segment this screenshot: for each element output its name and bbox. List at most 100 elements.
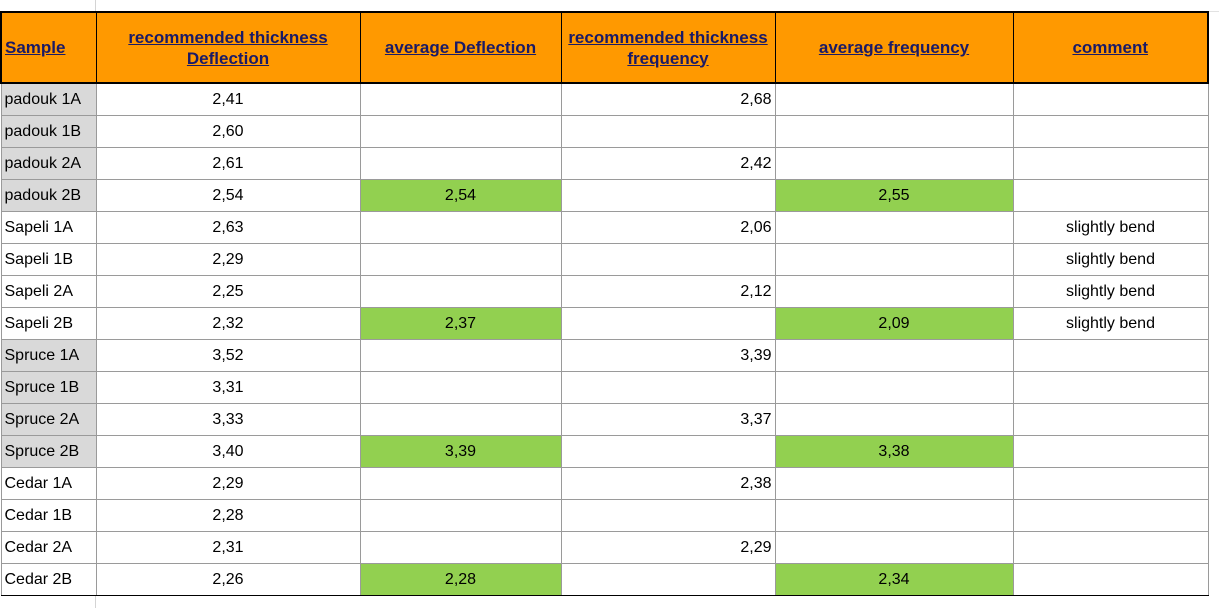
cell-sample[interactable]: Spruce 2B <box>0 435 97 468</box>
header-recommended-thickness-frequency[interactable]: recommended thickness frequency <box>560 11 776 84</box>
cell-sample[interactable]: Cedar 2B <box>0 563 97 597</box>
cell-average-deflection[interactable] <box>359 499 562 532</box>
cell-sample[interactable]: padouk 1A <box>0 82 97 116</box>
cell-recommended-thickness-deflection[interactable]: 2,29 <box>95 467 361 500</box>
cell-recommended-thickness-frequency[interactable] <box>560 115 776 148</box>
cell-average-deflection[interactable] <box>359 275 562 308</box>
cell-comment[interactable] <box>1012 403 1209 436</box>
cell-comment[interactable] <box>1012 179 1209 212</box>
cell-sample[interactable]: Spruce 2A <box>0 403 97 436</box>
cell-average-frequency[interactable] <box>774 499 1014 532</box>
header-recommended-thickness-deflection[interactable]: recommended thickness Deflection <box>95 11 361 84</box>
cell-average-frequency[interactable] <box>774 147 1014 180</box>
cell-recommended-thickness-deflection[interactable]: 2,54 <box>95 179 361 212</box>
cell-average-deflection[interactable] <box>359 403 562 436</box>
cell-comment[interactable]: slightly bend <box>1012 243 1209 276</box>
header-average-frequency[interactable]: average frequency <box>774 11 1014 84</box>
cell-recommended-thickness-deflection[interactable]: 3,31 <box>95 371 361 404</box>
cell-recommended-thickness-frequency[interactable] <box>560 435 776 468</box>
cell-recommended-thickness-deflection[interactable]: 3,33 <box>95 403 361 436</box>
header-average-deflection[interactable]: average Deflection <box>359 11 562 84</box>
cell-recommended-thickness-deflection[interactable]: 2,25 <box>95 275 361 308</box>
cell-comment[interactable] <box>1012 339 1209 372</box>
cell-average-deflection[interactable] <box>359 531 562 564</box>
cell-recommended-thickness-deflection[interactable]: 2,31 <box>95 531 361 564</box>
cell-average-deflection[interactable]: 2,54 <box>359 179 562 212</box>
cell-comment[interactable] <box>1012 435 1209 468</box>
cell-recommended-thickness-deflection[interactable]: 2,28 <box>95 499 361 532</box>
cell-average-frequency[interactable] <box>774 371 1014 404</box>
cell-comment[interactable] <box>1012 499 1209 532</box>
cell-recommended-thickness-frequency[interactable]: 2,06 <box>560 211 776 244</box>
cell-recommended-thickness-frequency[interactable]: 2,42 <box>560 147 776 180</box>
cell-average-deflection[interactable] <box>359 371 562 404</box>
cell-sample[interactable]: padouk 2B <box>0 179 97 212</box>
cell-sample[interactable]: Cedar 1A <box>0 467 97 500</box>
cell-recommended-thickness-frequency[interactable]: 3,39 <box>560 339 776 372</box>
cell-recommended-thickness-deflection[interactable]: 2,60 <box>95 115 361 148</box>
cell-comment[interactable] <box>1012 531 1209 564</box>
cell-average-frequency[interactable] <box>774 531 1014 564</box>
cell-recommended-thickness-deflection[interactable]: 2,61 <box>95 147 361 180</box>
cell-average-frequency[interactable] <box>774 82 1014 116</box>
cell-average-deflection[interactable] <box>359 243 562 276</box>
cell-average-frequency[interactable] <box>774 211 1014 244</box>
cell-recommended-thickness-deflection[interactable]: 2,63 <box>95 211 361 244</box>
cell-average-deflection[interactable] <box>359 467 562 500</box>
cell-recommended-thickness-deflection[interactable]: 3,40 <box>95 435 361 468</box>
cell-comment[interactable]: slightly bend <box>1012 211 1209 244</box>
cell-average-deflection[interactable] <box>359 211 562 244</box>
cell-average-deflection[interactable]: 2,28 <box>359 563 562 597</box>
cell-recommended-thickness-frequency[interactable]: 2,68 <box>560 82 776 116</box>
cell-sample[interactable]: Cedar 1B <box>0 499 97 532</box>
cell-average-deflection[interactable] <box>359 147 562 180</box>
cell-comment[interactable] <box>1012 371 1209 404</box>
cell-sample[interactable]: Sapeli 2B <box>0 307 97 340</box>
cell-sample[interactable]: Cedar 2A <box>0 531 97 564</box>
cell-recommended-thickness-deflection[interactable]: 2,32 <box>95 307 361 340</box>
cell-recommended-thickness-frequency[interactable] <box>560 563 776 597</box>
cell-average-deflection[interactable] <box>359 82 562 116</box>
cell-average-deflection[interactable] <box>359 339 562 372</box>
cell-recommended-thickness-deflection[interactable]: 2,29 <box>95 243 361 276</box>
cell-comment[interactable]: slightly bend <box>1012 307 1209 340</box>
cell-average-frequency[interactable] <box>774 403 1014 436</box>
cell-sample[interactable]: padouk 1B <box>0 115 97 148</box>
cell-recommended-thickness-deflection[interactable]: 2,26 <box>95 563 361 597</box>
cell-average-deflection[interactable] <box>359 115 562 148</box>
cell-comment[interactable] <box>1012 147 1209 180</box>
cell-comment[interactable] <box>1012 82 1209 116</box>
cell-recommended-thickness-frequency[interactable] <box>560 307 776 340</box>
cell-sample[interactable]: padouk 2A <box>0 147 97 180</box>
cell-recommended-thickness-deflection[interactable]: 3,52 <box>95 339 361 372</box>
cell-average-frequency[interactable] <box>774 243 1014 276</box>
cell-sample[interactable]: Sapeli 1B <box>0 243 97 276</box>
cell-average-deflection[interactable]: 2,37 <box>359 307 562 340</box>
cell-average-frequency[interactable] <box>774 115 1014 148</box>
cell-average-frequency[interactable]: 2,34 <box>774 563 1014 597</box>
cell-average-deflection[interactable]: 3,39 <box>359 435 562 468</box>
cell-recommended-thickness-deflection[interactable]: 2,41 <box>95 82 361 116</box>
cell-recommended-thickness-frequency[interactable] <box>560 371 776 404</box>
cell-recommended-thickness-frequency[interactable]: 2,38 <box>560 467 776 500</box>
cell-recommended-thickness-frequency[interactable]: 3,37 <box>560 403 776 436</box>
cell-average-frequency[interactable]: 3,38 <box>774 435 1014 468</box>
cell-comment[interactable]: slightly bend <box>1012 275 1209 308</box>
cell-average-frequency[interactable]: 2,55 <box>774 179 1014 212</box>
cell-average-frequency[interactable] <box>774 339 1014 372</box>
cell-comment[interactable] <box>1012 467 1209 500</box>
cell-recommended-thickness-frequency[interactable] <box>560 499 776 532</box>
cell-comment[interactable] <box>1012 563 1209 597</box>
cell-sample[interactable]: Spruce 1B <box>0 371 97 404</box>
header-sample[interactable]: Sample <box>0 11 97 84</box>
cell-recommended-thickness-frequency[interactable]: 2,12 <box>560 275 776 308</box>
cell-average-frequency[interactable]: 2,09 <box>774 307 1014 340</box>
header-comment[interactable]: comment <box>1012 11 1209 84</box>
cell-sample[interactable]: Sapeli 2A <box>0 275 97 308</box>
cell-average-frequency[interactable] <box>774 467 1014 500</box>
cell-recommended-thickness-frequency[interactable] <box>560 179 776 212</box>
cell-recommended-thickness-frequency[interactable]: 2,29 <box>560 531 776 564</box>
cell-average-frequency[interactable] <box>774 275 1014 308</box>
cell-recommended-thickness-frequency[interactable] <box>560 243 776 276</box>
cell-sample[interactable]: Sapeli 1A <box>0 211 97 244</box>
